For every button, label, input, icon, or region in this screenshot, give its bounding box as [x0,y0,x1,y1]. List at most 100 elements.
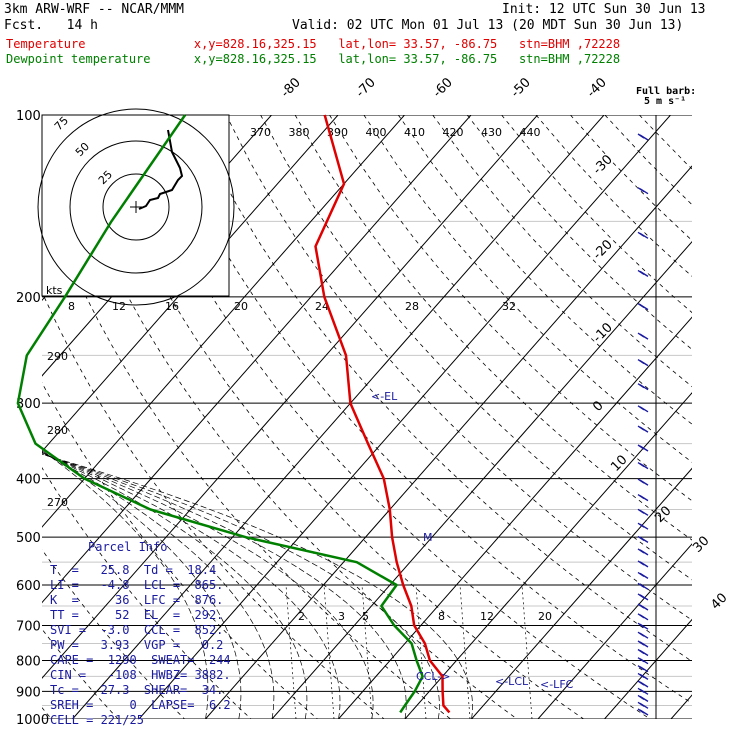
mixing-ratio-lower-label: 3 [338,610,345,623]
pressure-label-700: 700 [16,619,41,634]
parcel-info-line: CELL = 221/25 [50,713,144,727]
mixing-ratio-label: 16 [165,300,179,313]
isotherm [471,467,692,719]
mixing-ratio-lower-label: 12 [480,610,494,623]
wind-barb [637,405,649,413]
moist-adiabat [42,453,440,719]
parcel-info-line: K = 36 LFC = 876. [50,593,224,607]
dry-adiabat [42,548,185,719]
mixing-ratio-label: 12 [112,300,126,313]
wind-barb [637,478,649,486]
moist-adiabat [42,453,374,719]
pressure-label-400: 400 [16,473,41,488]
model-title: 3km ARW-WRF -- NCAR/MMM [4,2,185,17]
wind-barb [637,657,649,665]
mixing-ratio-label: 20 [234,300,248,313]
dry-adiabat [604,115,692,206]
isotherm-label: 10 [608,453,630,475]
pressure-label-800: 800 [16,654,41,669]
moist-adiabat [42,452,308,719]
wind-barb [637,694,649,702]
isotherm-label: 40 [708,591,730,613]
dry-adiabat [397,115,692,425]
mixing-ratio-line [459,584,471,719]
lcl-marker: <-LCL [495,675,529,688]
wind-barb [637,640,649,648]
isotherm [72,115,605,719]
mixing-ratio-line [521,584,533,719]
dewpoint-legend: Dewpoint temperature x,y=828.16,325.15 l… [6,52,621,66]
temperature-trace [314,114,451,714]
mixing-ratio-label: 32 [502,300,516,313]
dry-adiabat [42,467,252,719]
theta-label: 410 [404,126,425,139]
isotherm-label: -50 [508,75,534,101]
dry-adiabat [225,115,692,621]
barb-label-1: Full barb: [636,86,697,97]
ccl-marker: CCL-> [416,670,450,683]
mixing-ratio-line [323,584,335,719]
pressure-label-500: 500 [16,531,41,546]
parcel-info-line: CIN = -108 HWBZ= 3882. [50,668,231,682]
moist-adiabat [42,453,473,719]
isotherm-label: 30 [690,534,712,556]
moist-adiabat [42,452,341,719]
dry-adiabat [570,115,692,241]
wind-barb [637,672,649,680]
forecast-hour: Fcst. 14 h [4,18,98,33]
isotherm [338,316,692,719]
hodograph-ring [102,173,170,241]
dry-adiabat [42,381,318,719]
pressure-label-600: 600 [16,579,41,594]
wind-barb [637,560,649,568]
parcel-info-line: LI = -4.8 LCL = 865. [50,578,224,592]
dry-adiabat [432,115,692,388]
wind-barb [637,613,649,621]
isotherm [42,115,472,604]
wind-barb [637,571,649,579]
moist-adiabat [42,451,275,719]
mixing-ratio-lower-label: 20 [538,610,552,623]
temperature-legend: Temperature x,y=828.16,325.15 lat,lon= 3… [6,37,621,51]
wind-barb [637,359,649,367]
theta-label: 390 [327,126,348,139]
valid-time: Valid: 02 UTC Mon 01 Jul 13 (20 MDT Sun … [292,18,684,33]
isotherm-label: -30 [590,152,616,178]
wind-barb [637,231,649,239]
parcel-info-line: CAPE = 1290 SWEAT= 244 [50,653,231,667]
parcel-info-title: Parcel Info [88,540,168,554]
barb-label-2: 5 m s⁻¹ [644,96,687,107]
theta-label: 370 [250,126,271,139]
wind-barb [637,593,649,601]
theta-label: 420 [443,126,464,139]
mixing-ratio-lower-label: 5 [362,610,369,623]
isotherm [604,618,692,719]
mixing-ratio-lower-label: 8 [438,610,445,623]
wind-barb [637,425,649,433]
isotherm [271,240,692,719]
wind-barb [637,687,649,695]
el-marker: <-EL [371,390,398,403]
wind-barb [637,535,649,543]
theta-label: 440 [520,126,541,139]
dry-adiabat [122,115,651,719]
isotherm-label: -40 [584,75,610,101]
dry-adiabat [42,628,119,719]
wind-barb [637,680,649,688]
pressure-label-1000: 1000 [16,713,49,728]
hodograph-ring [69,140,203,274]
lfc-marker: <-LFC [540,678,574,691]
wind-barb [637,508,649,516]
wind-barb [637,622,649,630]
dry-adiabat [363,115,692,463]
isotherm [42,115,405,528]
parcel-info-line: Tc = 27.3 SHEAR= 34. [50,683,224,697]
parcel-info-line: TT = 52 EL = 292. [50,608,224,622]
hodograph-trace [138,129,184,210]
theta-label: 400 [366,126,387,139]
mixing-ratio-label: 28 [405,300,419,313]
mixing-ratio-line [285,584,297,719]
wind-barb [637,631,649,639]
dry-adiabat [53,115,518,719]
wind-barb [637,187,649,195]
